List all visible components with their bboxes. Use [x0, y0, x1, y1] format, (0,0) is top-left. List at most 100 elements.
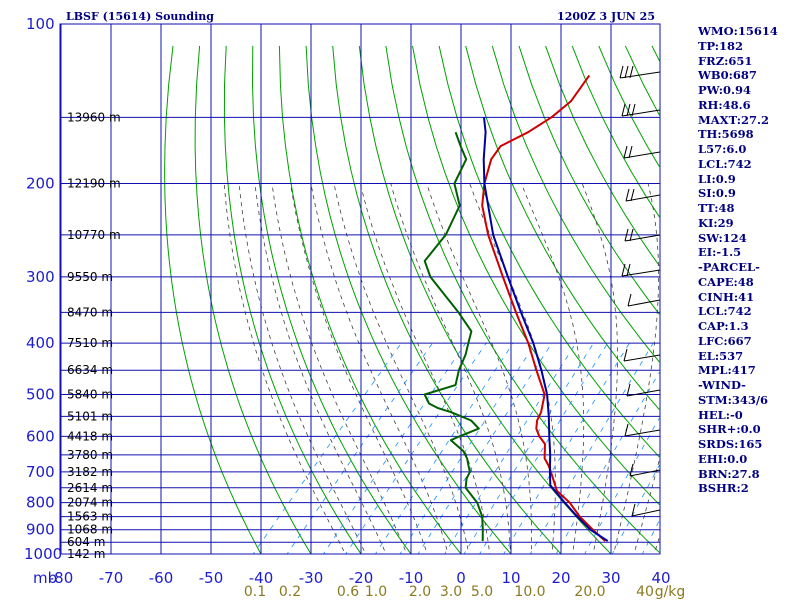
index-line: EI:-1.5: [698, 245, 742, 260]
dry-adiabat: [545, 45, 660, 268]
index-line: HEL:-0: [698, 407, 743, 422]
wind-barb-flag: [629, 65, 634, 79]
moist-adiabat: [520, 183, 585, 554]
height-label: 12190 m: [67, 177, 121, 191]
mixing-ratio-line: [463, 342, 594, 554]
wind-barb-flag: [623, 145, 628, 159]
wind-barb-flag: [624, 65, 629, 79]
index-line: KI:29: [698, 215, 734, 230]
mixing-ratio-lines: [252, 342, 660, 554]
dry-adiabat: [251, 45, 412, 554]
wind-barb-flag: [621, 103, 626, 117]
height-label: 2614 m: [67, 481, 113, 495]
dry-adiabat: [518, 45, 660, 316]
wind-barb-flag: [627, 293, 632, 307]
wind-barb-flag: [624, 423, 629, 437]
height-label: 4418 m: [67, 429, 113, 443]
index-line: BRN:27.8: [698, 466, 760, 481]
wind-barbs: [619, 65, 661, 517]
dry-adiabat: [305, 45, 512, 554]
index-line: MPL:417: [698, 363, 756, 378]
temperature-tick-label: -10: [399, 569, 424, 587]
wind-barb: [629, 469, 661, 477]
index-line: -PARCEL-: [698, 260, 760, 274]
pressure-unit-label: mb: [33, 569, 57, 587]
mixing-ratio-line: [417, 342, 553, 554]
dry-adiabat: [332, 45, 562, 554]
moist-adiabat: [469, 183, 556, 554]
dry-adiabat: [223, 45, 362, 554]
height-label: 10770 m: [67, 228, 121, 242]
mixing-ratio-label: 0.2: [279, 584, 301, 600]
index-line: CAPE:48: [698, 274, 754, 289]
mixing-ratio-label: 3.0: [440, 584, 462, 600]
moist-adiabat: [223, 183, 346, 554]
mixing-ratio-label: 5.0: [471, 584, 493, 600]
wind-barb-flag: [630, 188, 635, 202]
mixing-ratio-line: [399, 342, 536, 554]
index-line: L57:6.0: [698, 142, 747, 156]
height-label: 6634 m: [67, 363, 113, 377]
index-line: -WIND-: [698, 378, 746, 392]
index-line: SHR+:0.0: [698, 422, 761, 437]
pressure-tick-label: 900: [26, 521, 55, 539]
index-line: LFC:667: [698, 333, 752, 348]
dry-adiabat: [358, 45, 612, 554]
mixing-ratio-label: 2.0: [409, 584, 431, 600]
dry-adiabat: [465, 45, 660, 411]
wind-barb-flag: [631, 103, 636, 117]
moist-adiabat: [310, 183, 449, 554]
moist-adiabat: [390, 183, 511, 554]
height-label: 2074 m: [67, 496, 113, 510]
mixing-ratio-line: [555, 370, 660, 554]
wind-barb: [631, 509, 661, 517]
index-line: RH:48.6: [698, 97, 751, 112]
moist-adiabat: [290, 183, 428, 554]
index-line: TP:182: [698, 38, 744, 53]
mixing-ratio-label: 10.0: [514, 584, 545, 600]
index-line: SW:124: [698, 230, 747, 245]
height-label: 1068 m: [67, 523, 113, 537]
dewpoint-line: [423, 131, 484, 542]
wind-barb-flag: [623, 348, 628, 362]
wind-barb: [621, 109, 661, 117]
pressure-tick-label: 1000: [24, 545, 62, 563]
temperature-tick-label: 20: [551, 569, 570, 587]
pressure-tick-label: 600: [26, 427, 55, 445]
index-line: SRDS:165: [698, 437, 763, 451]
wind-barb-flag: [628, 145, 633, 159]
index-line: LCL:742: [698, 156, 752, 171]
time-title: 1200Z 3 JUN 25: [557, 10, 655, 23]
index-line: EL:537: [698, 348, 744, 363]
index-line: LCL:742: [698, 304, 752, 319]
dry-adiabat: [278, 45, 462, 554]
temperature-tick-label: 10: [501, 569, 520, 587]
dry-adiabat: [785, 46, 800, 565]
moist-adiabat: [613, 183, 659, 554]
index-line: EHI:0.0: [698, 451, 748, 466]
height-label: 3780 m: [67, 448, 113, 462]
mixing-ratio-line: [252, 342, 402, 554]
pressure-tick-label: 300: [26, 268, 55, 286]
moist-adiabat: [271, 183, 408, 554]
temperature-tick-label: 40: [651, 569, 670, 587]
wind-barb-flag: [625, 188, 630, 202]
index-line: FRZ:651: [698, 53, 753, 68]
wind-barb: [624, 234, 661, 242]
moist-adiabat: [426, 183, 532, 554]
dry-adiabat: [491, 45, 660, 364]
height-label: 3182 m: [67, 465, 113, 479]
mixing-ratio-line: [286, 342, 433, 554]
wind-barb-flag: [626, 103, 631, 117]
dry-adiabat: [194, 45, 312, 554]
mixing-ratio-label: g/kg: [655, 584, 686, 600]
isobar-isotherm-grid: [60, 24, 660, 554]
index-line: BSHR:2: [698, 481, 749, 496]
index-line: WB0:687: [698, 68, 757, 83]
wind-barb-flag: [629, 228, 634, 242]
mixing-ratio-line: [345, 342, 487, 554]
temperature-tick-label: -20: [349, 569, 374, 587]
height-label: 5840 m: [67, 387, 113, 401]
